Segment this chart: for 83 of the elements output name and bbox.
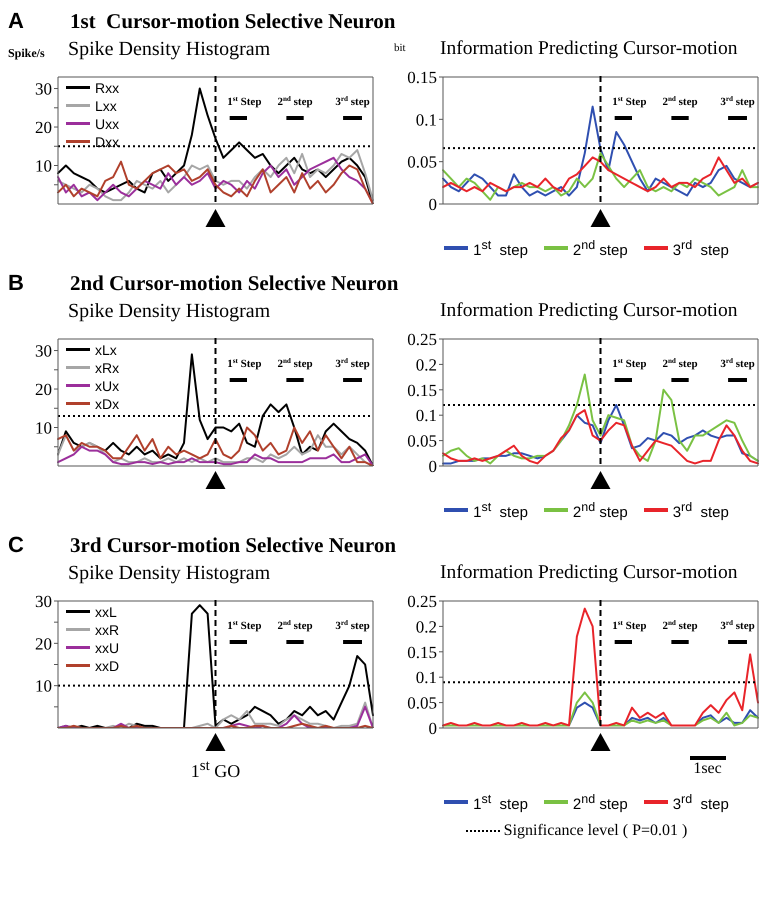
y-tick-label: 10 <box>35 418 52 438</box>
legend-label: xxL <box>95 604 117 620</box>
y-tick-label: 0 <box>428 195 437 214</box>
y-tick-label: 0.1 <box>416 110 437 130</box>
y-axis-title: bit <box>394 42 406 54</box>
y-axis-title: Spike/s <box>8 46 45 61</box>
y-tick-label: 20 <box>35 634 52 654</box>
y-tick-label: 0.2 <box>416 617 437 636</box>
annotation: 2$^{nd}$ step <box>277 95 313 108</box>
y-tick-label: 10 <box>35 156 52 176</box>
y-tick-label: 30 <box>35 80 52 99</box>
annotation: 2$^{nd}$ step <box>277 619 313 632</box>
text: B <box>8 270 24 296</box>
annotation: 1$^{st}$ Step <box>227 357 262 370</box>
chart-title: Information Predicting Cursor-motion <box>440 38 738 60</box>
y-tick-label: 30 <box>35 592 52 612</box>
chart-title: Spike Density Histogram <box>68 300 270 323</box>
annotation: 2$^{nd}$ step <box>662 95 698 108</box>
legend-label: xUx <box>95 378 120 394</box>
annotation: 1$^{st}$ Step <box>612 95 646 108</box>
text: A <box>8 8 24 34</box>
text: Significance level ( P=0.01 ) <box>504 822 688 840</box>
legend-label: Lxx <box>95 98 117 114</box>
legend-label: 1$^{st}$ step <box>473 238 528 258</box>
legend-label: Rxx <box>95 80 120 96</box>
annotation: 1$^{st}$ Step <box>227 95 262 108</box>
annotation: 3$^{rd}$ step <box>720 95 755 108</box>
legend-label: 2$^{nd}$ step <box>572 500 628 520</box>
legend-label: xxU <box>95 640 120 656</box>
legend-label: xDx <box>95 396 120 412</box>
chart-title: Spike Density Histogram <box>68 38 270 61</box>
text: 1sec <box>693 760 722 777</box>
legend-label: Uxx <box>95 116 120 132</box>
chart-title: Spike Density Histogram <box>68 562 270 585</box>
text: 1st Cursor-motion Selective Neuron <box>70 9 396 34</box>
text: 3rd Cursor-motion Selective Neuron <box>70 533 396 558</box>
annotation: 1$^{st}$ Step <box>612 619 646 632</box>
annotation: 3$^{rd}$ step <box>335 95 370 108</box>
y-tick-label: 0.1 <box>416 406 437 426</box>
legend-label: 1$^{st}$ step <box>473 792 528 812</box>
line-series <box>57 149 374 202</box>
chart-title: Information Predicting Cursor-motion <box>440 562 738 584</box>
annotation: 3$^{rd}$ step <box>720 357 755 370</box>
y-tick-label: 0.2 <box>416 355 437 374</box>
y-tick-label: 0.05 <box>407 694 437 713</box>
legend-label: xxR <box>95 622 120 638</box>
y-tick-label: 0.15 <box>407 642 437 662</box>
annotation: 1$^{st}$ Step <box>612 357 646 370</box>
annotation: 2$^{nd}$ step <box>662 619 698 632</box>
text: 2nd Cursor-motion Selective Neuron <box>70 271 398 296</box>
annotation: 3$^{rd}$ step <box>720 619 755 632</box>
line-series <box>442 152 759 201</box>
y-tick-label: 0.25 <box>407 330 437 350</box>
legend-label: xxD <box>95 658 120 674</box>
chart-title: Information Predicting Cursor-motion <box>440 300 738 322</box>
legend-label: 3$^{rd}$ step <box>672 238 729 258</box>
y-tick-label: 0.05 <box>407 432 437 451</box>
y-tick-label: 30 <box>35 342 52 361</box>
y-tick-label: 0.25 <box>407 592 437 612</box>
text: C <box>8 532 24 558</box>
annotation: 1$^{st}$ Step <box>227 619 262 632</box>
y-tick-label: 10 <box>35 676 52 696</box>
y-tick-label: 20 <box>35 118 52 138</box>
annotation: 2$^{nd}$ step <box>277 357 313 370</box>
annotation: 2$^{nd}$ step <box>662 357 698 370</box>
annotation: 3$^{rd}$ step <box>335 357 370 370</box>
legend-label: 3$^{rd}$ step <box>672 792 729 812</box>
legend-label: 3$^{rd}$ step <box>672 500 729 520</box>
y-tick-label: 0.15 <box>407 380 437 400</box>
y-tick-label: 20 <box>35 380 52 400</box>
y-tick-label: 0 <box>428 457 437 476</box>
line-series <box>442 156 759 192</box>
y-tick-label: 0.05 <box>407 152 437 172</box>
text: 1$^{st}$ GO <box>190 758 242 782</box>
legend-label: xRx <box>95 360 120 376</box>
y-tick-label: 0 <box>428 719 437 738</box>
y-tick-label: 0.15 <box>407 68 437 88</box>
legend-label: 2$^{nd}$ step <box>572 792 628 812</box>
legend-label: 1$^{st}$ step <box>473 500 528 520</box>
y-tick-label: 0.1 <box>416 668 437 688</box>
legend-label: 2$^{nd}$ step <box>572 238 628 258</box>
legend-label: xLx <box>95 342 117 358</box>
annotation: 3$^{rd}$ step <box>335 619 370 632</box>
